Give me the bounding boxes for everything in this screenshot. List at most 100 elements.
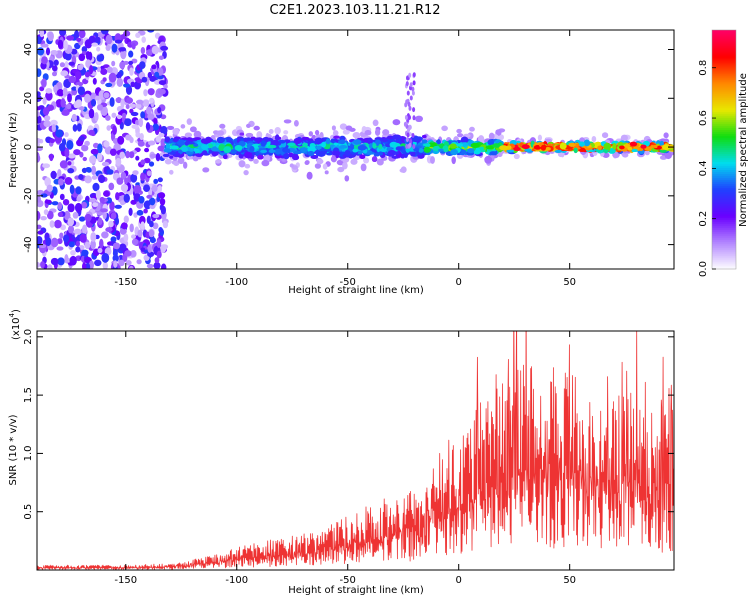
colorbar-step xyxy=(712,31,736,35)
colorbar-tick-label: 0.6 xyxy=(698,110,709,126)
colorbar-step xyxy=(712,245,736,248)
spectrogram-cell xyxy=(332,130,339,136)
spectrogram-cell xyxy=(49,220,55,228)
spectrogram-cell xyxy=(243,169,249,176)
spectrogram-cell xyxy=(102,77,107,82)
spectrogram-cell xyxy=(66,140,74,150)
spectrogram-cell xyxy=(140,46,146,55)
spectrogram-cell xyxy=(90,239,96,250)
spectrogram-cell xyxy=(289,163,294,168)
spectrogram-cell xyxy=(112,242,121,250)
spectrogram-cell xyxy=(331,125,336,131)
spectrogram-cell xyxy=(137,140,145,147)
spectrogram-cell xyxy=(96,66,102,73)
spectrogram-cell xyxy=(61,109,70,116)
spectrogram-cell xyxy=(189,126,197,133)
spectrogram-cell xyxy=(423,146,431,153)
spectrogram-cell xyxy=(223,146,232,154)
colorbar-step xyxy=(712,255,736,258)
spectrogram-cell xyxy=(106,125,111,131)
spectrogram-cell xyxy=(109,97,115,107)
spectrogram-cell xyxy=(261,159,270,167)
spectrogram-cell xyxy=(513,146,521,151)
spectrogram-cell xyxy=(339,123,347,130)
colorbar-step xyxy=(712,183,736,186)
spectrogram-cell xyxy=(67,168,75,174)
spectrogram-cell xyxy=(155,135,162,143)
spectrogram-cell xyxy=(94,36,101,43)
spectrogram-cell xyxy=(217,137,226,143)
spectrogram-cell xyxy=(72,124,78,132)
snr-scale-close: ) xyxy=(11,309,22,313)
spectrogram-cell xyxy=(274,126,281,135)
spectrogram-cell xyxy=(470,142,480,148)
colorbar-step xyxy=(712,225,736,228)
spectrogram-cell xyxy=(67,93,72,103)
spectrogram-cell xyxy=(307,150,315,156)
spectrogram-cell xyxy=(114,204,122,209)
spectrogram-cell xyxy=(304,160,310,165)
snr-y-tick-label: 1.0 xyxy=(23,445,34,461)
colorbar-step xyxy=(712,119,736,123)
spectrogram-cell xyxy=(537,134,543,141)
spectrogram-cell xyxy=(37,262,41,268)
spectrogram-cell xyxy=(438,148,444,152)
spectrogram-cell xyxy=(67,203,75,213)
colorbar-step xyxy=(712,99,736,103)
spectrogram-cell xyxy=(200,138,208,144)
spectrogram-cell xyxy=(467,148,475,154)
spectrogram-cell xyxy=(479,146,484,151)
colorbar-step xyxy=(712,187,736,190)
spectrogram-cell xyxy=(568,142,576,147)
spectrogram-cell xyxy=(86,167,92,173)
spectrogram-cell xyxy=(105,44,111,51)
spectrogram-cell xyxy=(100,30,109,35)
spectrogram-cell xyxy=(114,217,120,226)
spectrogram-cell xyxy=(131,234,136,239)
spectrogram-cell xyxy=(158,80,167,86)
spectrogram-cell xyxy=(37,110,40,117)
spectrogram-cell xyxy=(123,215,129,224)
spectrogram-cell xyxy=(116,114,122,120)
spectrogram-cell xyxy=(56,246,64,251)
spectrogram-cell xyxy=(72,211,79,219)
spectrogram-cell xyxy=(422,143,431,147)
spectrogram-cell xyxy=(133,184,142,194)
colorbar-step xyxy=(712,115,736,119)
spectrogram-cell xyxy=(601,132,609,139)
spectrogram-cell xyxy=(103,140,110,148)
spectrogram-cell xyxy=(78,135,85,142)
spectrogram-cell xyxy=(77,64,84,71)
spectrogram-cell xyxy=(167,151,176,155)
spectrogram-cell xyxy=(41,56,48,65)
spectrogram-cell xyxy=(270,139,280,146)
spectrogram-cell xyxy=(378,151,383,156)
spectrogram-cell xyxy=(126,97,134,104)
spectrogram-cell xyxy=(88,129,95,136)
spectrogram-cell xyxy=(42,96,47,105)
spectrogram-cell xyxy=(310,154,319,159)
spectrogram-cell xyxy=(60,98,66,108)
colorbar-step xyxy=(712,167,736,171)
colorbar-step xyxy=(712,73,736,77)
spectrogram-x-label: Height of straight line (km) xyxy=(288,285,424,296)
spectrogram-cell xyxy=(67,153,76,159)
spectrogram-cell xyxy=(222,154,228,160)
spectrogram-cell xyxy=(202,167,210,173)
spectrogram-cell xyxy=(371,156,378,163)
spectrogram-cell xyxy=(418,148,424,153)
spectrogram-cell xyxy=(147,88,155,96)
spectrogram-cell xyxy=(184,132,193,138)
snr-x-tick-label: -50 xyxy=(340,575,356,586)
spectrogram-cell xyxy=(653,144,658,149)
spectrogram-cell xyxy=(75,186,82,195)
colorbar-step xyxy=(712,153,736,157)
colorbar-step xyxy=(712,171,736,174)
spectrogram-cell xyxy=(135,99,144,105)
spectrogram-cell xyxy=(64,52,72,61)
spectrogram-cell xyxy=(360,163,367,172)
colorbar-step xyxy=(712,47,736,51)
spectrogram-cell xyxy=(89,92,97,102)
spectrogram-cell xyxy=(129,265,134,269)
spectrogram-cell xyxy=(89,64,94,75)
